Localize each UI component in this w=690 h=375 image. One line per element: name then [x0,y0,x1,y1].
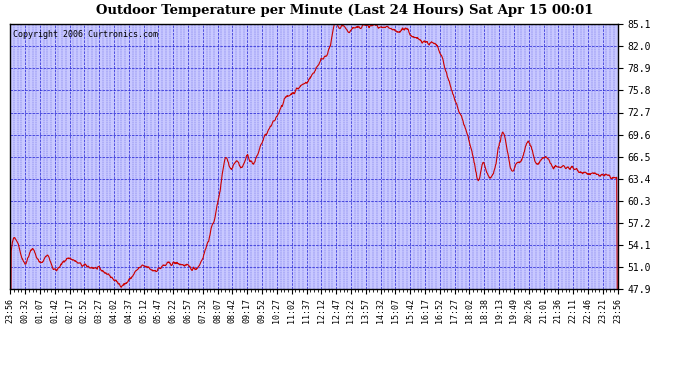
Text: Outdoor Temperature per Minute (Last 24 Hours) Sat Apr 15 00:01: Outdoor Temperature per Minute (Last 24 … [96,4,594,17]
Text: Copyright 2006 Curtronics.com: Copyright 2006 Curtronics.com [13,30,159,39]
